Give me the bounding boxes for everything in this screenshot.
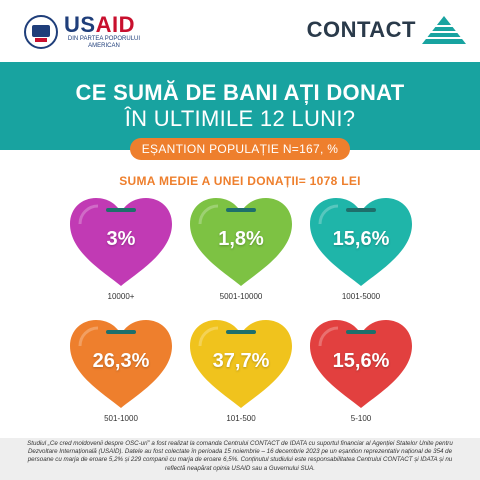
heart-5-100: 15,6% [306, 316, 416, 412]
coin-slot-icon [106, 330, 136, 334]
heart-highlight [318, 326, 339, 347]
heart-value-label: 1,8% [218, 228, 264, 250]
heart-value-label: 3% [106, 228, 136, 250]
heart-5001-10000: 1,8% [186, 194, 296, 290]
sample-badge: EȘANTION POPULAȚIE N=167, % [130, 138, 350, 160]
heart-mark [310, 320, 412, 408]
heart-shape-icon [310, 198, 412, 286]
heart-highlight [78, 204, 99, 225]
heart-shape-icon [310, 320, 412, 408]
heart-category-label: 101-500 [226, 414, 256, 423]
coin-slot-icon [346, 208, 376, 212]
heart-501-1000: 26,3% [66, 316, 176, 412]
average-donation-label: SUMA MEDIE A UNEI DONAȚII= 1078 LEI [119, 174, 361, 188]
heart-mark [190, 198, 292, 286]
title-banner [0, 62, 480, 150]
usaid-logo: USAID DIN PARTEA POPORULUI AMERICAN [24, 12, 144, 52]
heart-mark [70, 320, 172, 408]
heart-highlight [318, 204, 339, 225]
heart-shape-icon [190, 198, 292, 286]
heart-category-label: 501-1000 [104, 414, 138, 423]
heart-10000+: 3% [66, 194, 176, 290]
heart-value-label: 37,7% [212, 350, 270, 372]
heart-mark [310, 198, 412, 286]
footer-text: Studiul „Ce cred moldovenii despre OSC-u… [27, 440, 453, 472]
heart-value-label: 26,3% [92, 350, 150, 372]
heart-mark [190, 320, 292, 408]
heart-highlight [78, 326, 99, 347]
contact-logo: CONTACT [307, 16, 466, 44]
usaid-subtitle: DIN PARTEA POPORULUI AMERICAN [67, 36, 141, 49]
top-bar: USAID DIN PARTEA POPORULUI AMERICAN CONT… [0, 0, 480, 62]
heart-shape-icon [190, 320, 292, 408]
footer-note: Studiul „Ce cred moldovenii despre OSC-u… [0, 438, 480, 480]
contact-triangle-icon [422, 16, 466, 44]
heart-shape-icon [70, 198, 172, 286]
page-title-line2: ÎN ULTIMILE 12 LUNI? [124, 106, 356, 131]
heart-category-label: 5001-10000 [219, 292, 263, 301]
coin-slot-icon [106, 208, 136, 212]
coin-slot-icon [226, 208, 256, 212]
heart-highlight [198, 204, 219, 225]
usaid-wordmark: USAID [64, 12, 135, 37]
heart-highlight [198, 326, 219, 347]
coin-slot-icon [346, 330, 376, 334]
heart-category-label: 5-100 [350, 414, 372, 423]
heart-shape-icon [70, 320, 172, 408]
page-title-line1: CE SUMĂ DE BANI AȚI DONAT [75, 80, 405, 105]
heart-value-label: 15,6% [332, 350, 390, 372]
coin-slot-icon [226, 330, 256, 334]
usaid-seal-icon [24, 15, 58, 49]
heart-1001-5000: 15,6% [306, 194, 416, 290]
heart-category-label: 1001-5000 [341, 292, 381, 301]
heart-category-label: 10000+ [107, 292, 135, 301]
heart-mark [70, 198, 172, 286]
heart-value-label: 15,6% [332, 228, 390, 250]
contact-wordmark: CONTACT [306, 17, 416, 42]
heart-101-500: 37,7% [186, 316, 296, 412]
